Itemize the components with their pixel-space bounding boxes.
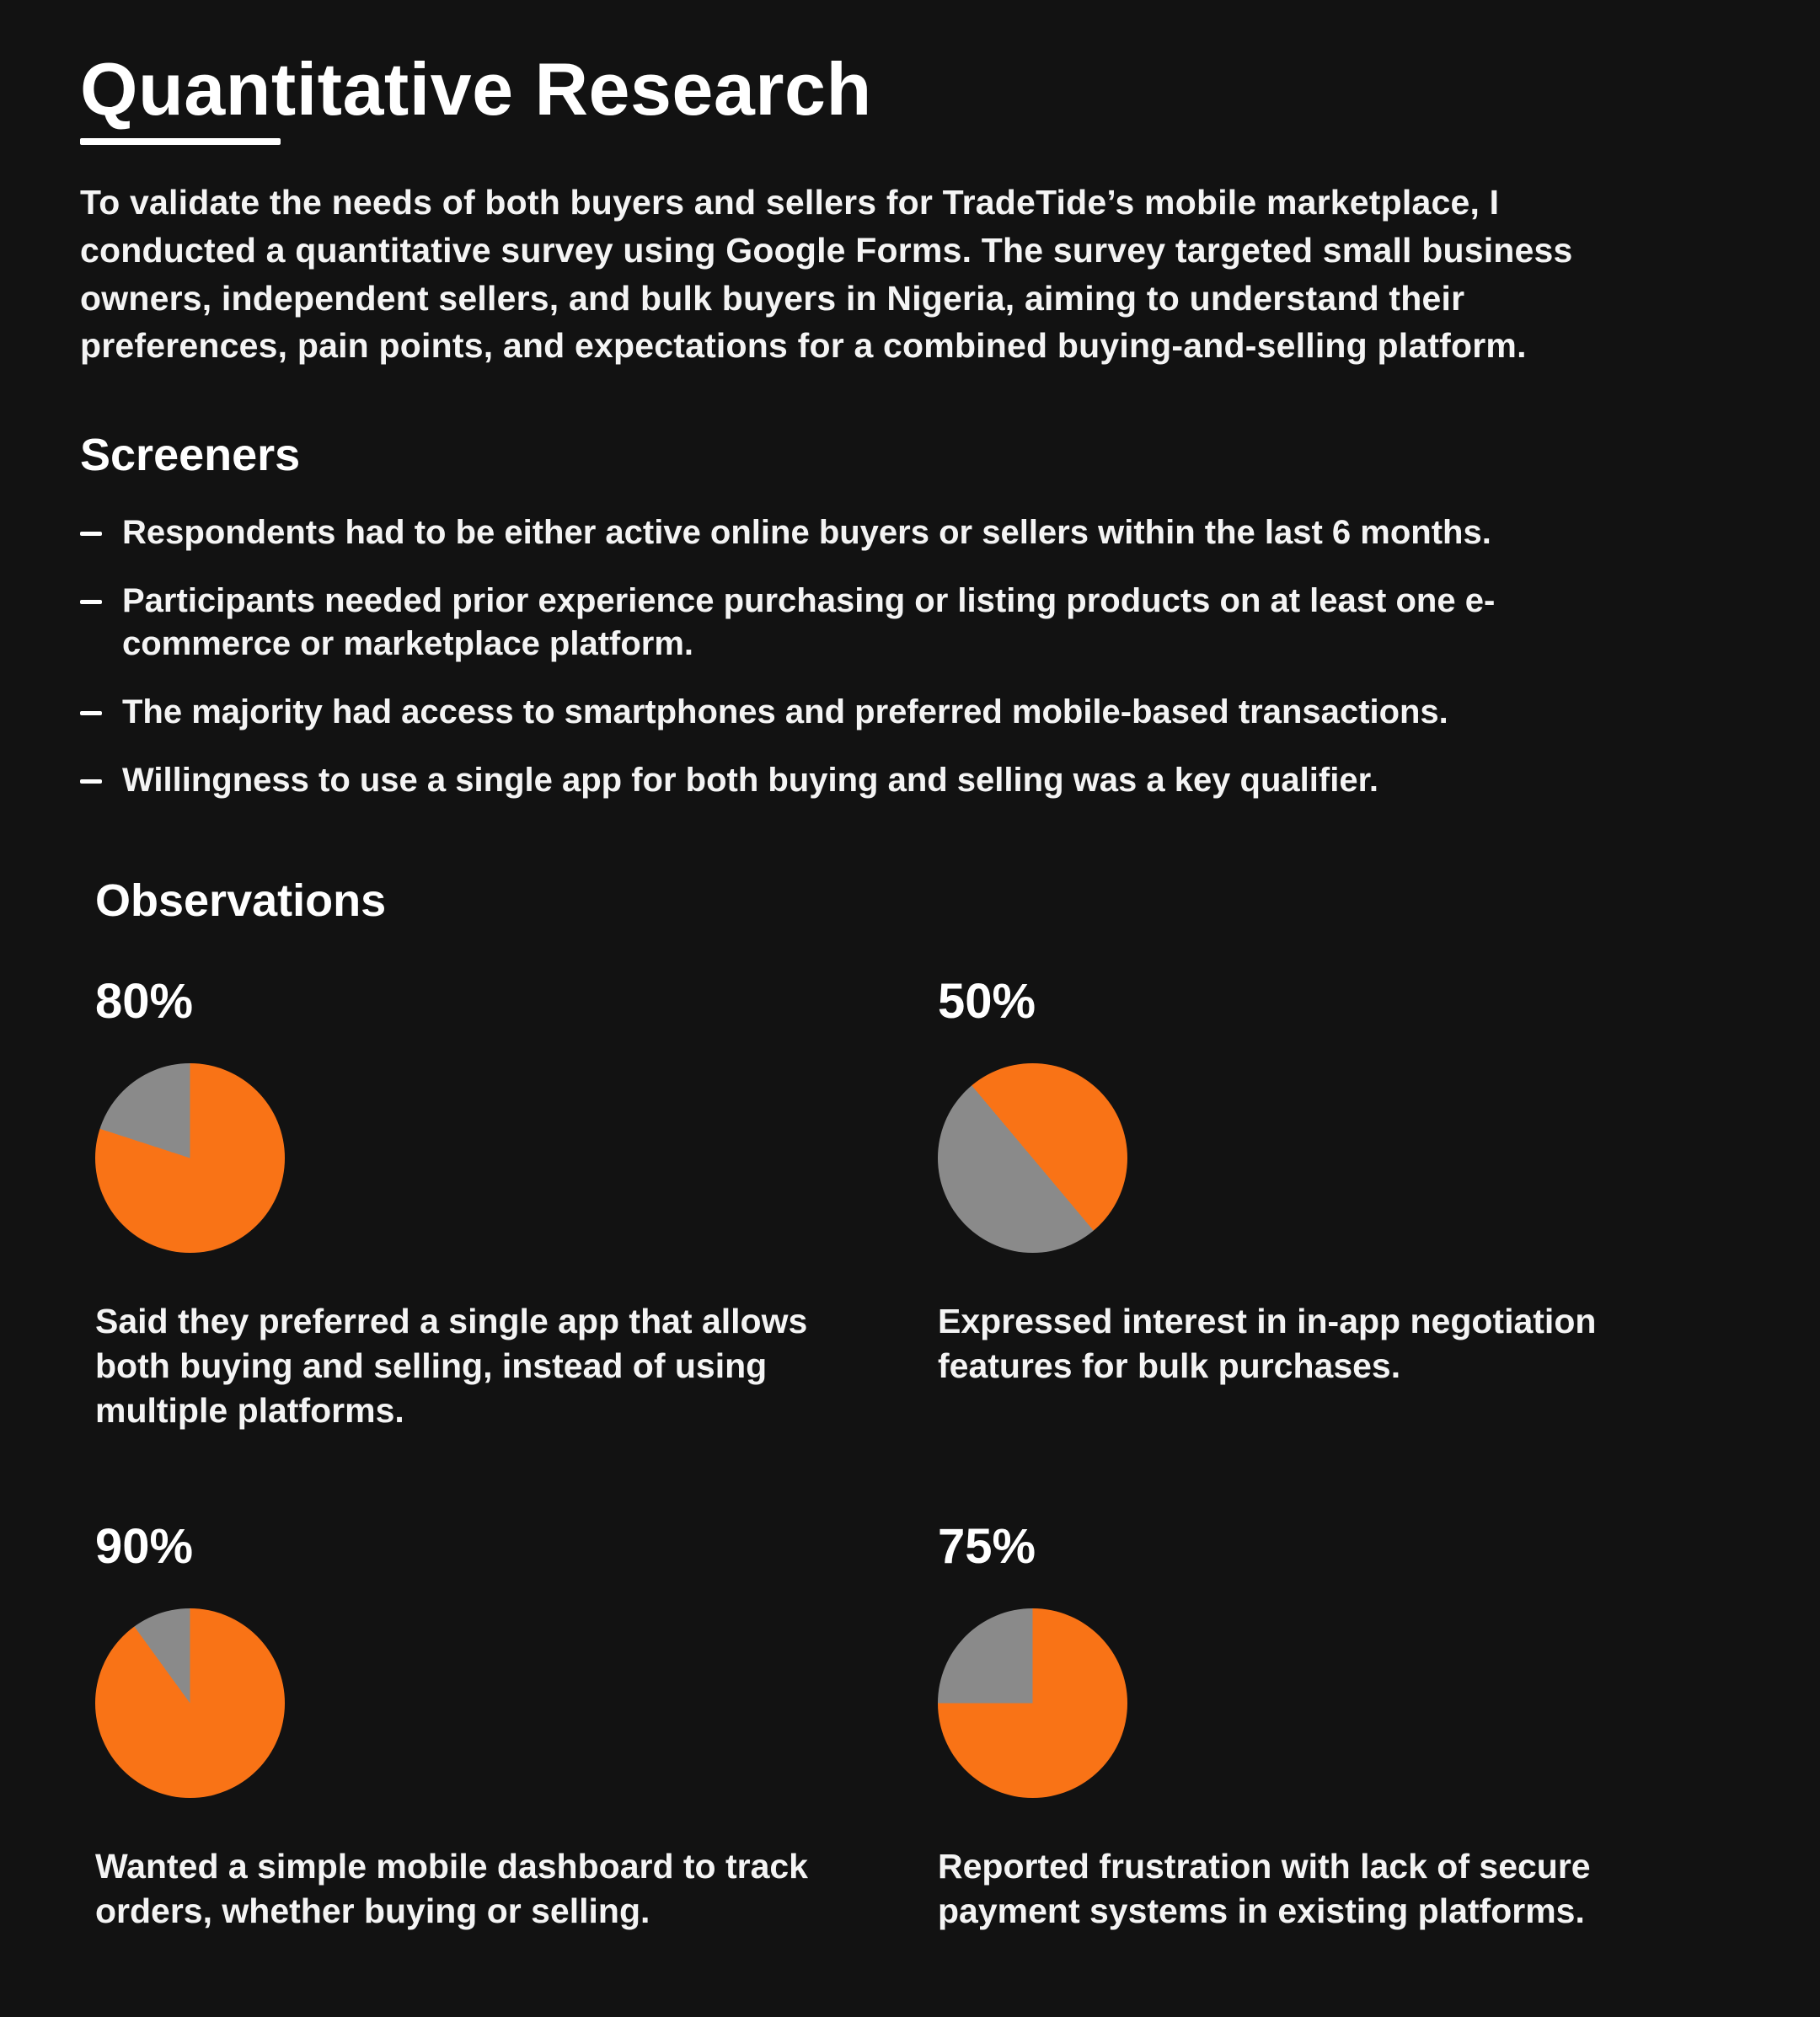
observation-caption: Reported frustration with lack of secure…: [938, 1846, 1591, 1930]
pie-chart: [938, 1062, 1127, 1253]
title-underline: [80, 138, 281, 146]
dash-bullet-icon: [80, 779, 102, 784]
observation-card: 50% Expressed interest in in-app negotia…: [938, 973, 1677, 1434]
observations-grid: 80% Said they preferred a single app tha…: [95, 973, 1677, 1934]
observations-heading: Observations: [95, 875, 387, 926]
observation-card: 80% Said they preferred a single app tha…: [95, 973, 938, 1434]
screener-item: Willingness to use a single app for both…: [80, 759, 1614, 802]
screener-item: Respondents had to be either active onli…: [80, 511, 1614, 554]
screeners-heading: Screeners: [80, 429, 301, 480]
screener-item-text: The majority had access to smartphones a…: [122, 693, 1448, 731]
dash-bullet-icon: [80, 531, 102, 536]
percent-label: 90%: [95, 1518, 194, 1574]
page-title: Quantitative Research: [80, 47, 872, 131]
dash-bullet-icon: [80, 599, 102, 604]
observation-card: 90% Wanted a simple mobile dashboard to …: [95, 1518, 938, 1934]
screener-item: The majority had access to smartphones a…: [80, 691, 1614, 734]
pie-chart: [95, 1062, 285, 1253]
intro-paragraph: To validate the needs of both buyers and…: [80, 183, 1573, 366]
screener-item-text: Participants needed prior experience pur…: [122, 581, 1496, 663]
observation-card: 75% Reported frustration with lack of se…: [938, 1518, 1677, 1934]
screener-item-text: Respondents had to be either active onli…: [122, 513, 1491, 551]
dash-bullet-icon: [80, 711, 102, 716]
screeners-list: Respondents had to be either active onli…: [80, 511, 1677, 803]
screener-item-text: Willingness to use a single app for both…: [122, 762, 1379, 800]
observation-caption: Wanted a simple mobile dashboard to trac…: [95, 1846, 808, 1930]
pie-chart: [938, 1608, 1127, 1798]
screener-item: Participants needed prior experience pur…: [80, 580, 1614, 666]
observation-caption: Said they preferred a single app that al…: [95, 1301, 808, 1431]
percent-label: 80%: [95, 973, 194, 1029]
observation-caption: Expressed interest in in-app negotiation…: [938, 1301, 1597, 1385]
pie-chart: [95, 1608, 285, 1798]
percent-label: 75%: [938, 1518, 1036, 1574]
percent-label: 50%: [938, 973, 1036, 1029]
